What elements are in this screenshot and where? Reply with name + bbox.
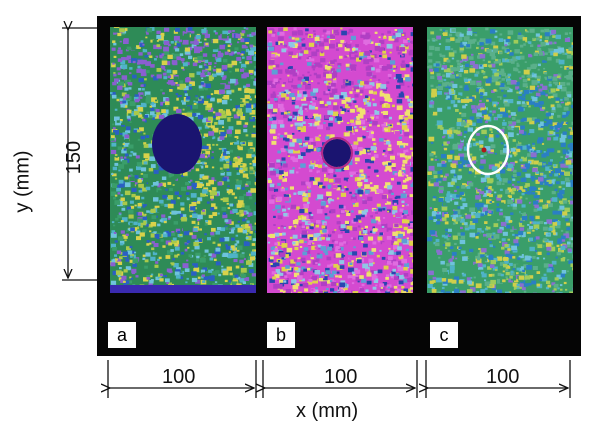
x-dimension-value-b: 100 [324,366,358,388]
panel-label-c: c [430,322,458,348]
x-axis-title: x (mm) [296,400,359,422]
black-frame [97,16,581,356]
panel-c-speckle [427,27,573,293]
panel-a-image [110,27,256,293]
y-dimension-value: 150 [63,140,86,175]
panel-a-speckle [110,27,256,293]
panel-label-a: a [108,322,136,348]
y-axis-title: y (mm) [11,150,34,213]
hole-small [323,139,351,167]
panel-c-image [427,27,573,293]
marker-circle [466,124,510,176]
panel-b-speckle [267,27,413,293]
x-dimension-value-c: 100 [486,366,520,388]
panel-b-image [267,27,413,293]
marker-dot [481,147,487,153]
hole-large [152,114,202,174]
panel-label-b: b [267,322,295,348]
x-dimension-value-a: 100 [162,366,196,388]
